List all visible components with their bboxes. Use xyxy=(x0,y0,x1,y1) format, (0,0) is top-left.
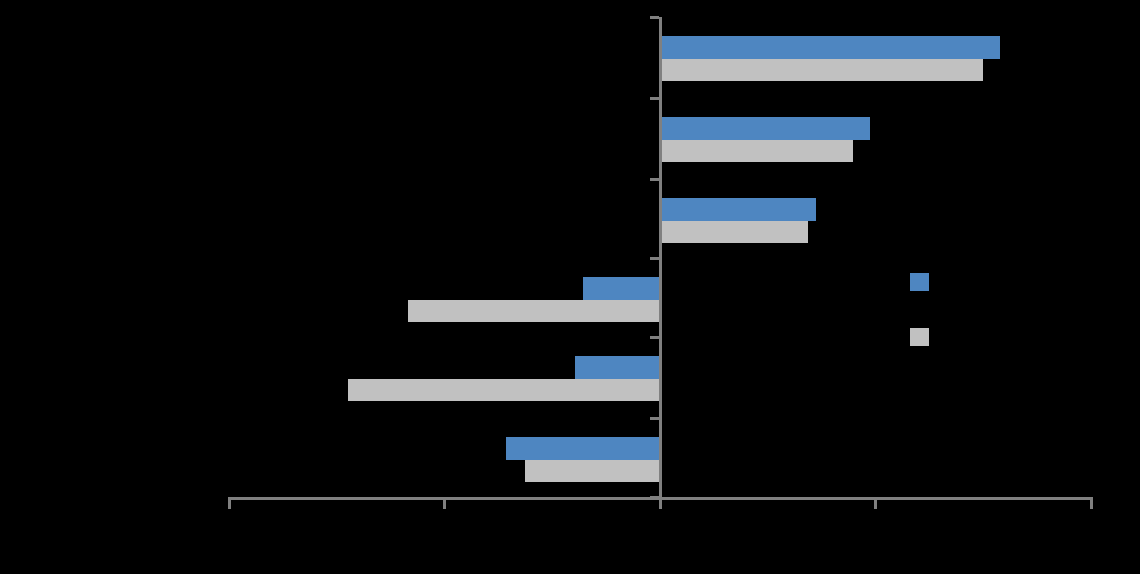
bar-series2-cat2 xyxy=(660,139,853,162)
bar-series2-cat5 xyxy=(347,378,660,401)
bar-series2-cat3 xyxy=(660,220,808,243)
legend-swatch-series-1 xyxy=(910,273,929,291)
bar-series2-cat4 xyxy=(407,299,660,322)
category-axis-tick-5 xyxy=(649,336,659,339)
bar-series2-cat1 xyxy=(660,58,984,81)
bar-series1-cat5 xyxy=(574,356,660,379)
bar-series1-cat6 xyxy=(505,437,660,460)
category-axis-tick-3 xyxy=(649,178,659,181)
category-axis-tick-1 xyxy=(649,16,659,19)
bar-series2-cat6 xyxy=(525,459,660,482)
legend-swatch-series-2 xyxy=(910,328,929,346)
category-axis-tick-2 xyxy=(649,97,659,100)
bar-series1-cat2 xyxy=(660,117,871,140)
value-axis-tick-2 xyxy=(443,497,446,509)
bar-series1-cat4 xyxy=(583,277,660,300)
category-axis-line xyxy=(658,17,662,500)
value-axis-tick-3 xyxy=(658,497,662,509)
category-axis-tick-6 xyxy=(649,417,659,420)
bar-series1-cat3 xyxy=(660,198,817,221)
category-axis-tick-4 xyxy=(649,257,659,260)
value-axis-tick-1 xyxy=(227,497,231,509)
value-axis-tick-5 xyxy=(1089,497,1093,509)
bar-series1-cat1 xyxy=(660,36,1001,59)
value-axis-tick-4 xyxy=(874,497,877,509)
